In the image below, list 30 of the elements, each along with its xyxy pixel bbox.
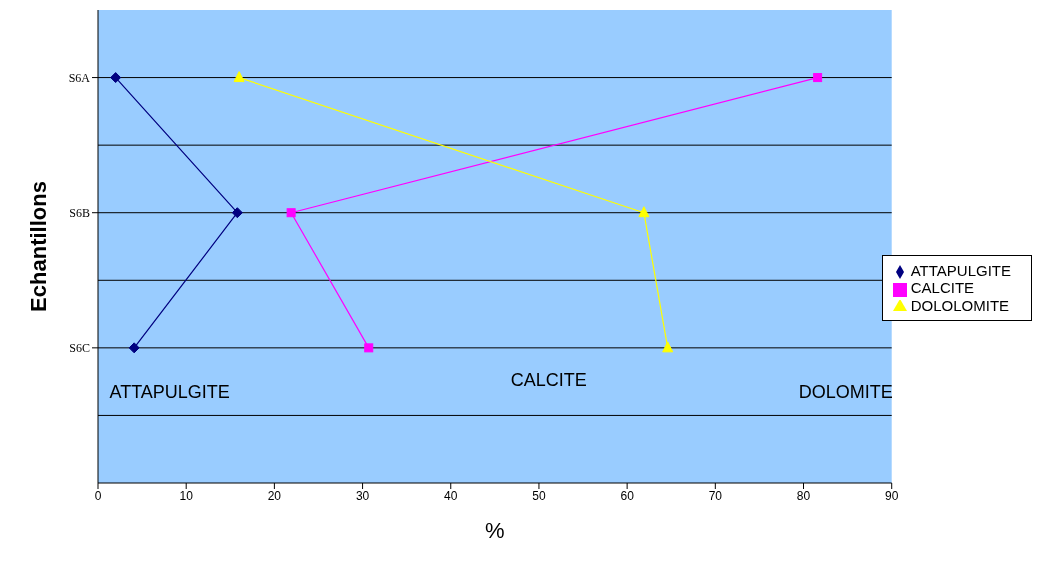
x-tick-label: 80 (796, 488, 811, 503)
x-tick-label: 40 (444, 488, 458, 503)
point (364, 343, 374, 353)
x-tick-label: 50 (532, 488, 546, 503)
x-tick-label: 10 (179, 488, 194, 503)
point (110, 72, 122, 84)
x-tick-label: 20 (267, 488, 282, 503)
legend-label: DOLOLOMITE (910, 296, 1010, 314)
point (233, 71, 245, 83)
x-tick-label: 30 (355, 488, 370, 503)
point (231, 207, 243, 219)
point (813, 73, 823, 83)
x-tick-label: 60 (620, 488, 635, 503)
point (662, 341, 674, 353)
y-tick-label: S6B (69, 205, 90, 220)
annotation: ATTAPULGITE (109, 382, 230, 403)
legend-label: ATTAPULGITE (910, 262, 1011, 280)
x-tick-label: 90 (885, 488, 899, 503)
legend-label: CALCITE (910, 279, 975, 297)
point (286, 208, 296, 218)
x-axis-title: % (485, 518, 505, 543)
annotation: DOLOMITE (798, 382, 893, 403)
point (128, 342, 140, 354)
x-tick-label: 70 (708, 488, 723, 503)
y-axis-title: Echantillons (25, 181, 51, 312)
annotation: CALCITE (510, 370, 587, 391)
y-tick-label: S6C (69, 341, 90, 356)
y-tick-label: S6A (68, 70, 91, 85)
x-tick-label: 0 (94, 488, 102, 503)
point (638, 206, 650, 218)
